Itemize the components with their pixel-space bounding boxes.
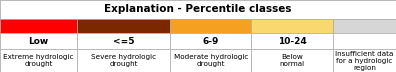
- Text: Extreme hydrologic
drought: Extreme hydrologic drought: [3, 54, 74, 67]
- Bar: [251, 49, 333, 72]
- Text: Insufficient data
for a hydrologic
region: Insufficient data for a hydrologic regio…: [335, 51, 394, 71]
- Bar: [170, 49, 251, 72]
- Bar: [0, 0, 396, 19]
- Text: Severe hydrologic
drought: Severe hydrologic drought: [91, 54, 156, 67]
- Bar: [170, 19, 251, 33]
- Bar: [0, 33, 77, 49]
- Text: 6-9: 6-9: [203, 37, 219, 46]
- Bar: [251, 33, 333, 49]
- Bar: [170, 33, 251, 49]
- Bar: [333, 19, 396, 33]
- Bar: [0, 19, 77, 33]
- Text: Below
normal: Below normal: [280, 54, 305, 67]
- Bar: [77, 33, 170, 49]
- Bar: [333, 33, 396, 49]
- Bar: [251, 19, 333, 33]
- Text: Explanation - Percentile classes: Explanation - Percentile classes: [104, 4, 292, 14]
- Bar: [77, 19, 170, 33]
- Bar: [77, 49, 170, 72]
- Text: Moderate hydrologic
drought: Moderate hydrologic drought: [174, 54, 248, 67]
- Bar: [0, 49, 77, 72]
- Text: 10-24: 10-24: [278, 37, 307, 46]
- Bar: [333, 49, 396, 72]
- Text: Low: Low: [29, 37, 49, 46]
- Text: <=5: <=5: [113, 37, 135, 46]
